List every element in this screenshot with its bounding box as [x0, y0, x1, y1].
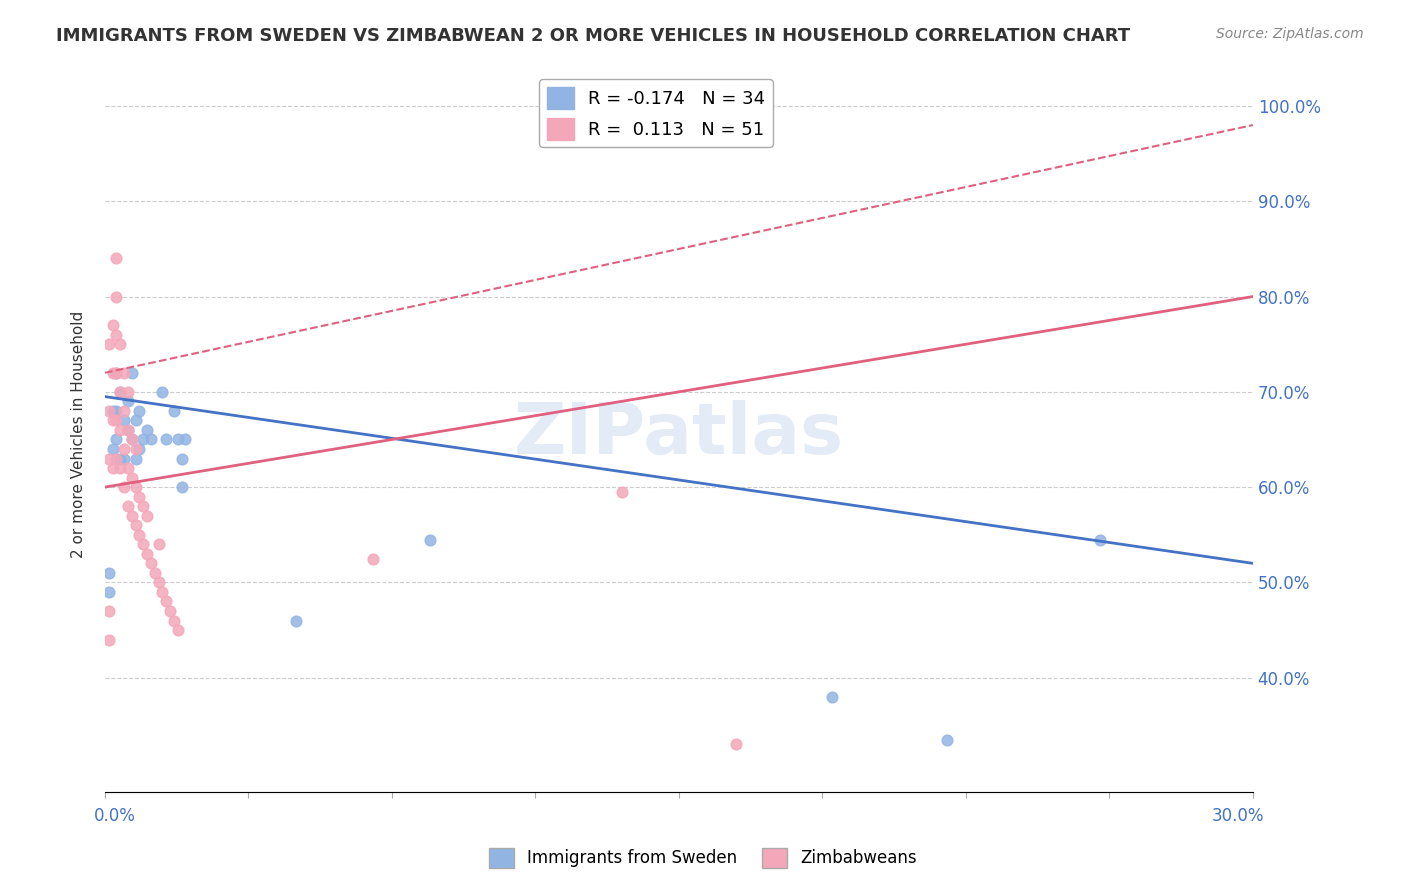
Point [361, 551, 384, 566]
Point [150, 384, 173, 399]
Text: IMMIGRANTS FROM SWEDEN VS ZIMBABWEAN 2 OR MORE VEHICLES IN HOUSEHOLD CORRELATION: IMMIGRANTS FROM SWEDEN VS ZIMBABWEAN 2 O… [56, 27, 1130, 45]
Legend: Immigrants from Sweden, Zimbabweans: Immigrants from Sweden, Zimbabweans [482, 841, 924, 875]
Point [97, 566, 120, 580]
Point [166, 433, 188, 447]
Point [110, 337, 132, 351]
Point [170, 451, 193, 466]
Point [136, 508, 159, 523]
Point [117, 423, 139, 437]
Point [124, 518, 146, 533]
Point [166, 623, 188, 637]
Point [136, 423, 159, 437]
Point [136, 547, 159, 561]
Point [101, 461, 124, 475]
Point [610, 484, 633, 499]
Legend: R = -0.174   N = 34, R =  0.113   N = 51: R = -0.174 N = 34, R = 0.113 N = 51 [540, 79, 772, 147]
Point [110, 384, 132, 399]
Text: 0.0%: 0.0% [94, 806, 135, 824]
Point [105, 327, 128, 342]
Point [170, 480, 193, 494]
Point [159, 604, 181, 618]
Point [121, 366, 143, 380]
Point [128, 490, 150, 504]
Point [124, 480, 146, 494]
Point [110, 384, 132, 399]
Point [155, 594, 177, 608]
Point [163, 404, 186, 418]
Point [121, 470, 143, 484]
Point [163, 614, 186, 628]
Point [105, 404, 128, 418]
Text: Source: ZipAtlas.com: Source: ZipAtlas.com [1216, 27, 1364, 41]
Point [124, 451, 146, 466]
Point [105, 433, 128, 447]
Point [821, 690, 844, 704]
Point [174, 433, 197, 447]
Point [101, 404, 124, 418]
Point [97, 632, 120, 647]
Point [121, 433, 143, 447]
Point [97, 604, 120, 618]
Point [101, 318, 124, 333]
Point [132, 499, 155, 513]
Point [112, 413, 135, 427]
Point [725, 737, 748, 751]
Point [117, 394, 139, 409]
Point [148, 537, 170, 551]
Point [101, 366, 124, 380]
Point [285, 614, 308, 628]
Point [105, 289, 128, 303]
Point [132, 537, 155, 551]
Point [128, 404, 150, 418]
Point [105, 366, 128, 380]
Point [155, 433, 177, 447]
Point [935, 732, 957, 747]
Point [419, 533, 441, 547]
Point [110, 461, 132, 475]
Point [128, 442, 150, 456]
Point [105, 413, 128, 427]
Point [124, 413, 146, 427]
Point [150, 585, 173, 599]
Point [105, 451, 128, 466]
Point [105, 252, 128, 266]
Point [101, 413, 124, 427]
Point [121, 508, 143, 523]
Point [128, 528, 150, 542]
Point [121, 433, 143, 447]
Text: ZIPatlas: ZIPatlas [513, 401, 844, 469]
Point [110, 451, 132, 466]
Point [117, 423, 139, 437]
Point [132, 433, 155, 447]
Point [117, 384, 139, 399]
Point [1088, 533, 1111, 547]
Point [110, 423, 132, 437]
Y-axis label: 2 or more Vehicles in Household: 2 or more Vehicles in Household [72, 311, 86, 558]
Point [112, 451, 135, 466]
Point [148, 575, 170, 590]
Point [112, 404, 135, 418]
Point [97, 404, 120, 418]
Point [112, 480, 135, 494]
Point [105, 366, 128, 380]
Point [139, 433, 162, 447]
Point [112, 366, 135, 380]
Point [117, 461, 139, 475]
Point [124, 442, 146, 456]
Text: 30.0%: 30.0% [1212, 806, 1264, 824]
Point [112, 442, 135, 456]
Point [139, 557, 162, 571]
Point [97, 585, 120, 599]
Point [143, 566, 166, 580]
Point [97, 337, 120, 351]
Point [117, 499, 139, 513]
Point [97, 451, 120, 466]
Point [101, 442, 124, 456]
